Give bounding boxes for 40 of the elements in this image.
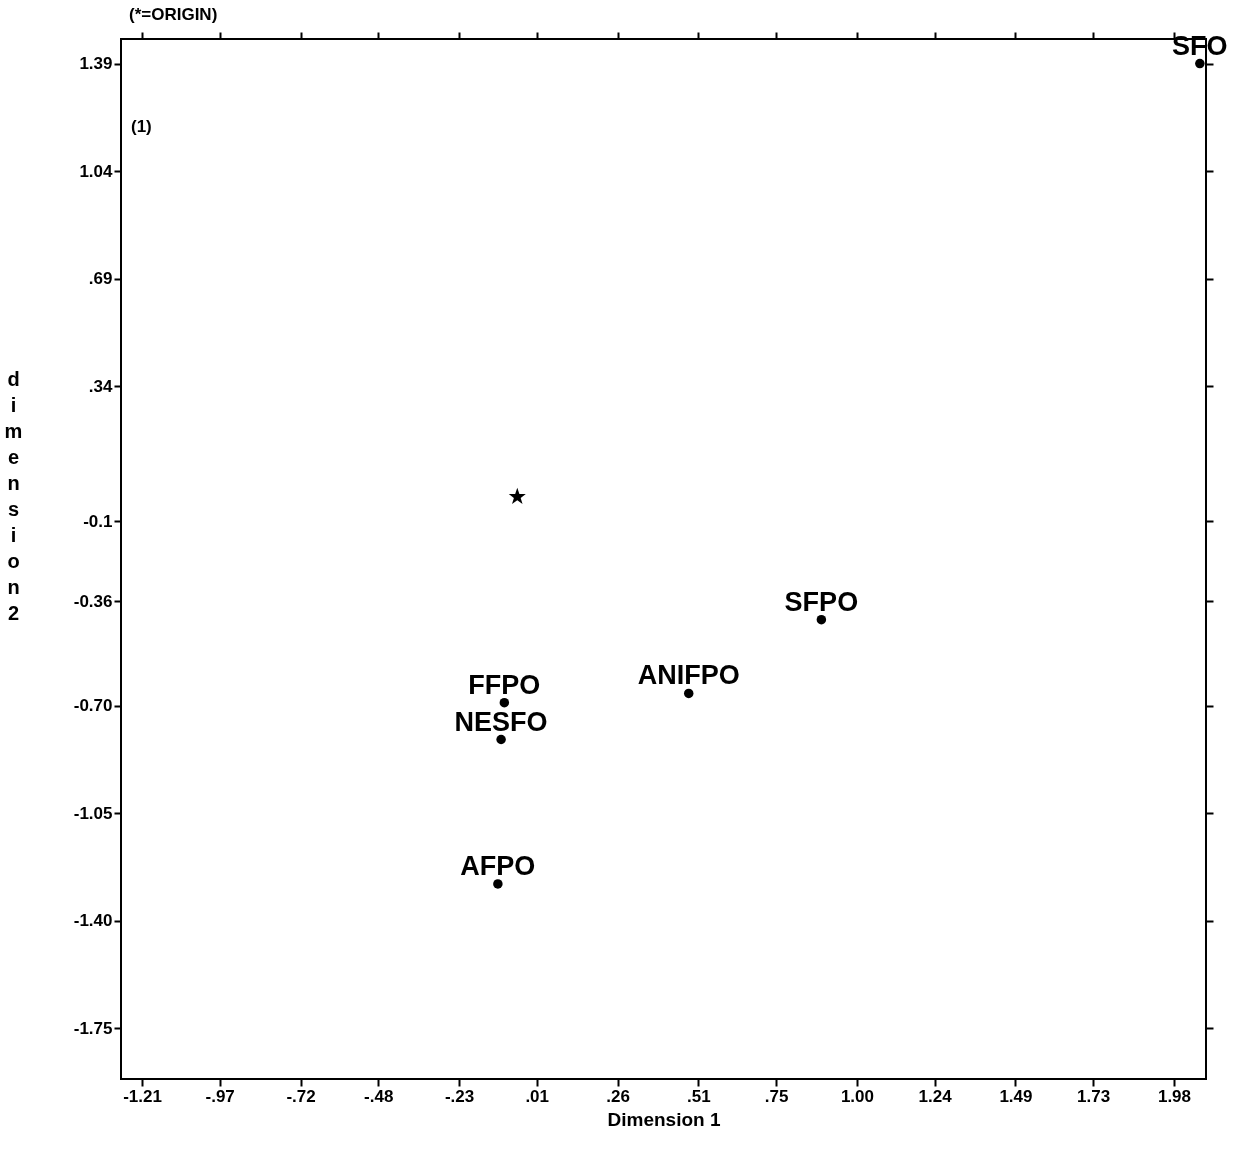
x-tick-label: 1.49 xyxy=(999,1086,1033,1106)
y-tick-label: -1.40 xyxy=(73,911,113,931)
point xyxy=(816,614,827,625)
text: dimension 2 xyxy=(4,367,23,624)
y-tick-label: 1.39 xyxy=(79,54,113,74)
x-tick-label: 1.24 xyxy=(918,1086,953,1106)
point xyxy=(493,879,503,889)
y-tick-label: -0.36 xyxy=(73,591,113,611)
x-tick-label: -.23 xyxy=(444,1086,475,1106)
series-label: ANIFPO xyxy=(637,660,740,691)
x-tick-label: -.48 xyxy=(364,1086,394,1106)
x-tick-label: -.97 xyxy=(205,1086,235,1106)
x-tick-label: .51 xyxy=(687,1086,711,1106)
x-tick-label: .26 xyxy=(606,1086,630,1106)
y-tick-label: 1.04 xyxy=(79,161,114,181)
point xyxy=(683,688,694,699)
y-tick-label: .69 xyxy=(88,269,113,289)
series-label: FFPO xyxy=(468,669,541,700)
x-tick-label: .75 xyxy=(764,1086,789,1106)
x-tick-label: .01 xyxy=(525,1086,550,1106)
x-tick-label: 1.98 xyxy=(1157,1086,1192,1106)
y-tick-label: -0.1 xyxy=(83,511,113,531)
x-tick-label: -.72 xyxy=(286,1086,316,1106)
point xyxy=(496,734,506,745)
series-label: SFPO xyxy=(784,586,859,617)
x-tick-label: -1.21 xyxy=(123,1086,162,1106)
y-tick-label: .34 xyxy=(88,376,114,396)
x-tick-label: 1.00 xyxy=(840,1086,874,1106)
y-tick-label: -1.75 xyxy=(73,1018,113,1038)
text: (*=ORIGIN) xyxy=(129,5,218,24)
series-label: NESFO xyxy=(454,706,548,737)
point xyxy=(1195,58,1205,69)
series-label: AFPO xyxy=(460,850,536,881)
point xyxy=(508,487,526,505)
x-tick-label: 1.73 xyxy=(1077,1086,1111,1106)
y-tick-label: -0.70 xyxy=(73,696,113,716)
annotation: (1) xyxy=(131,117,152,136)
x-axis-title: Dimension 1 xyxy=(607,1108,721,1130)
point xyxy=(499,697,510,708)
y-tick-label: -1.05 xyxy=(73,803,113,823)
